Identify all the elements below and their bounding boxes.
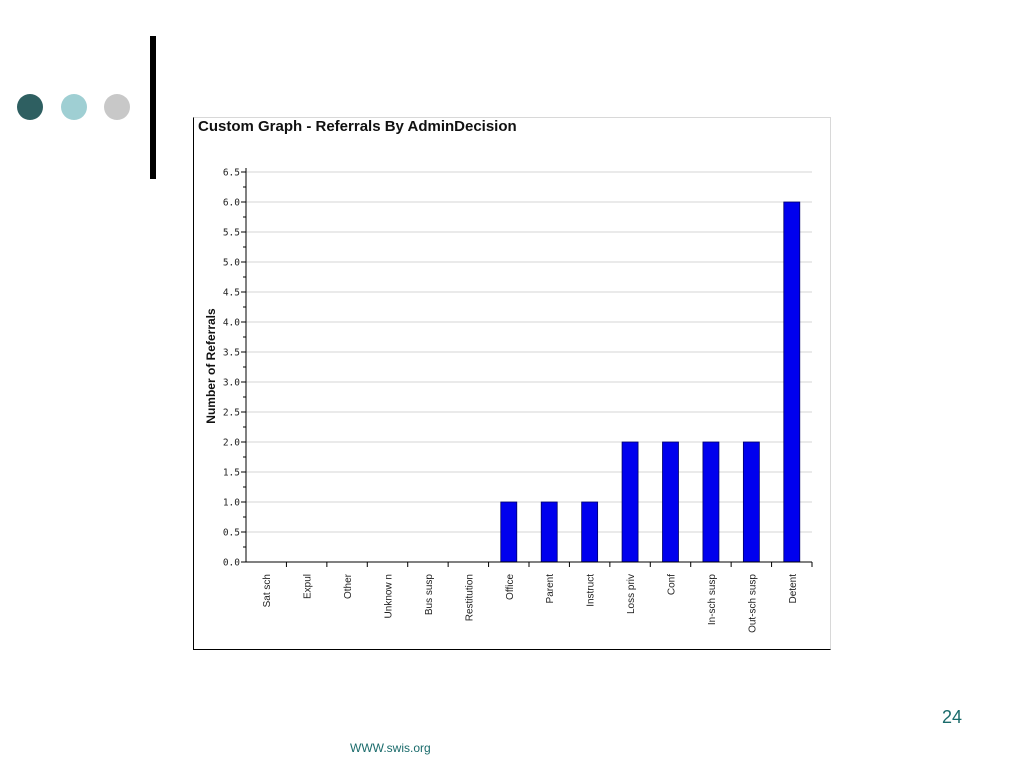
y-tick-label: 5.5 (223, 228, 240, 239)
x-tick-labels: Sat sch Expul Other Unknow n Bus susp Restitu… (262, 573, 799, 633)
accent-vertical-bar (150, 36, 156, 179)
x-tick-label: Other (343, 573, 354, 599)
y-tick-label: 2.0 (223, 438, 240, 449)
bar (500, 501, 518, 563)
bar (581, 501, 599, 563)
y-tick-labels: 0.0 0.5 1.0 1.5 2.0 2.5 3.0 3.5 4.0 4.5 5.0 5.5 6.0 6… (223, 168, 240, 569)
y-tick-label: 4.5 (223, 288, 240, 299)
x-tick-label: Bus susp (424, 574, 435, 616)
x-tick-label: Parent (545, 574, 556, 604)
grid-lines (246, 171, 812, 563)
y-tick-label: 3.0 (223, 378, 240, 389)
y-tick-label: 3.5 (223, 348, 240, 359)
x-tick-label: Detent (788, 574, 799, 604)
bar (783, 201, 801, 563)
y-tick-label: 6.5 (223, 168, 240, 179)
bar (621, 441, 639, 563)
decorative-dot-light (61, 94, 87, 120)
x-tick-label: Sat sch (262, 574, 273, 607)
x-tick-label: Restitution (464, 574, 475, 621)
y-tick-label: 1.0 (223, 498, 240, 509)
x-tick-label: Unknow n (384, 574, 395, 618)
y-tick-label: 4.0 (223, 318, 240, 329)
x-tick-label: Conf (667, 574, 678, 595)
x-tick-label: Instruct (586, 574, 597, 607)
y-tick-label: 5.0 (223, 258, 240, 269)
chart-frame: Custom Graph - Referrals By AdminDecisio… (193, 117, 831, 650)
footer-url: WWW.swis.org (350, 741, 431, 755)
x-tick-label: Expul (303, 574, 314, 599)
page-number: 24 (941, 707, 962, 727)
chart-title: Custom Graph - Referrals By AdminDecisio… (198, 118, 517, 135)
x-tick-label: In-sch susp (707, 574, 718, 626)
y-axis-label: Number of Referrals (204, 308, 218, 424)
bar-chart: Custom Graph - Referrals By AdminDecisio… (198, 118, 813, 633)
decorative-dot-gray (104, 94, 130, 120)
decorative-dot-dark (17, 94, 43, 120)
y-tick-label: 0.5 (223, 528, 240, 539)
y-tick-label: 6.0 (223, 198, 240, 209)
axes (241, 168, 813, 567)
bar (662, 441, 679, 563)
y-tick-label: 2.5 (223, 408, 240, 419)
bar (742, 441, 760, 563)
x-tick-label: Office (505, 574, 516, 600)
x-tick-label: Out-sch susp (747, 574, 758, 633)
y-tick-label: 1.5 (223, 468, 240, 479)
bar (702, 441, 720, 563)
y-tick-label: 0.0 (223, 558, 240, 569)
bar (540, 501, 558, 563)
x-tick-label: Loss priv (626, 574, 637, 614)
